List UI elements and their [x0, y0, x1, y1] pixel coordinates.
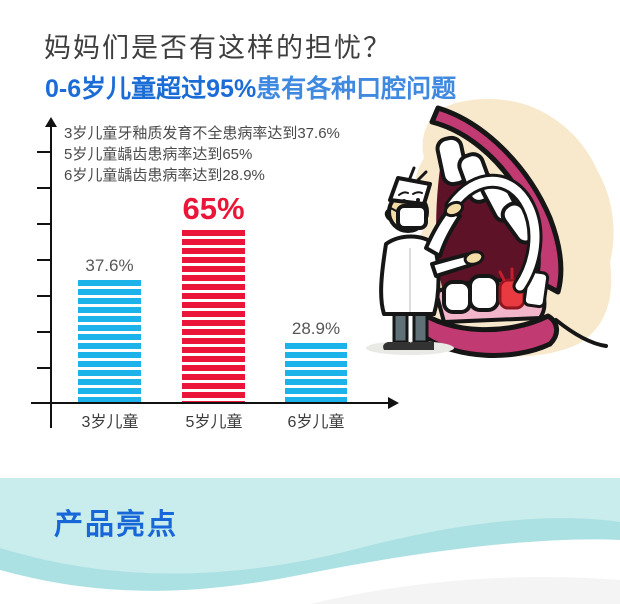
- y-axis-tick: [37, 295, 51, 297]
- y-axis-tick: [37, 259, 51, 261]
- y-axis-tick: [37, 151, 51, 153]
- y-axis: [50, 126, 52, 428]
- surgical-cap: [388, 176, 432, 206]
- bar-age5: [182, 230, 245, 402]
- y-axis-arrow-icon: [45, 117, 57, 127]
- y-axis-tick: [37, 187, 51, 189]
- page-title: 妈妈们是否有这样的担忧？: [44, 33, 392, 63]
- nose: [384, 207, 392, 221]
- x-tick-label-age6: 6岁儿童: [287, 414, 345, 431]
- annotation-line: 5岁儿童龋齿患病率达到65%: [64, 146, 253, 163]
- y-axis-tick: [37, 367, 51, 369]
- lower-teeth: [442, 267, 550, 314]
- subtitle-highlight: 0-6岁儿童超过95%: [45, 75, 257, 103]
- bar-group-age6: 28.9%: [285, 319, 347, 402]
- subtitle-rest: 患有各种口腔问题: [256, 75, 457, 103]
- x-tick-label-age5: 5岁儿童: [185, 414, 243, 431]
- annotation-line: 6岁儿童龋齿患病率达到28.9%: [64, 167, 265, 184]
- dental-instrument: [444, 173, 543, 294]
- bar-group-age3: 37.6%: [78, 256, 141, 402]
- dentist-arm-raised: [424, 208, 462, 258]
- x-tick-label-age3: 3岁儿童: [81, 414, 139, 431]
- annotation-line: 3岁儿童牙釉质发育不全患病率达到37.6%: [64, 125, 340, 142]
- hair-strands: [408, 166, 428, 182]
- bar-value-label: 28.9%: [291, 319, 341, 338]
- bar-value-label-highlight: 65%: [182, 191, 245, 226]
- dentist-figure: [366, 166, 485, 355]
- y-axis-tick: [37, 223, 51, 225]
- bar-age6: [285, 343, 347, 402]
- x-axis: [31, 402, 391, 404]
- y-axis-tick: [37, 331, 51, 333]
- footer-wave-decoration: [0, 478, 620, 604]
- bar-group-age5: 65%: [182, 191, 245, 402]
- dentist-mouth-illustration: [366, 99, 614, 358]
- section-title: 产品亮点: [54, 509, 179, 541]
- page-subtitle: 0-6岁儿童超过95%患有各种口腔问题: [45, 69, 456, 105]
- chart-annotations: 3岁儿童牙釉质发育不全患病率达到37.6% 5岁儿童龋齿患病率达到65% 6岁儿…: [64, 123, 340, 186]
- bar-value-label: 37.6%: [85, 256, 134, 275]
- x-axis-arrow-icon: [388, 397, 399, 409]
- bar-age3: [78, 280, 141, 402]
- surgical-mask: [396, 204, 428, 230]
- jaw-outline: [554, 318, 608, 348]
